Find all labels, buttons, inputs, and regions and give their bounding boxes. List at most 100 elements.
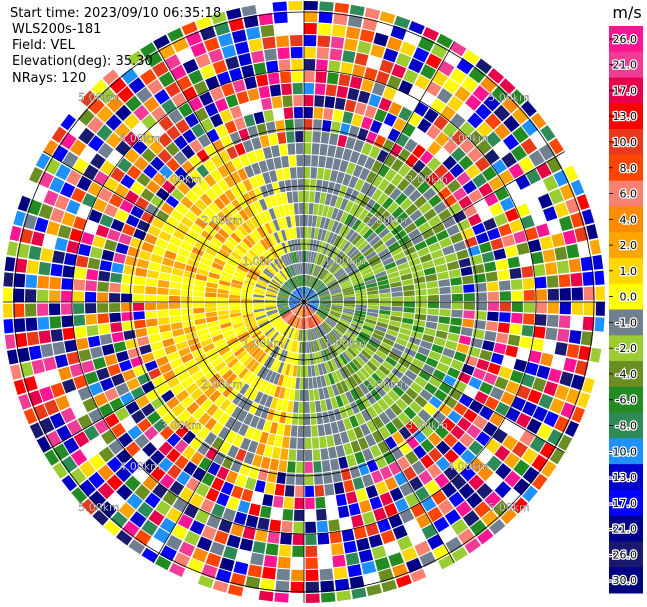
velocity-bin-2106: [265, 305, 277, 309]
velocity-bin-2112: [193, 313, 206, 320]
velocity-bin-296: [348, 231, 359, 243]
velocity-bin-1706: [198, 456, 212, 471]
velocity-bin-1224: [388, 461, 402, 476]
velocity-bin-2610: [166, 125, 181, 141]
velocity-bin-432: [502, 134, 520, 151]
velocity-bin-2837: [241, 5, 257, 17]
velocity-bin-1206: [433, 516, 450, 533]
velocity-bin-1311: [324, 374, 331, 386]
velocity-bin-471: [418, 221, 431, 234]
velocity-bin-2296: [89, 246, 103, 259]
velocity-bin-2416: [108, 193, 124, 208]
velocity-bin-376: [425, 172, 440, 187]
velocity-bin-250: [348, 216, 358, 228]
velocity-bin-2675: [242, 192, 253, 205]
velocity-bin-2730: [224, 120, 237, 134]
velocity-bin-197: [305, 288, 311, 299]
velocity-bin-2604: [211, 183, 224, 197]
velocity-bin-1831: [115, 466, 132, 483]
velocity-bin-580: [353, 282, 365, 289]
velocity-bin-241: [431, 42, 448, 59]
velocity-bin-153: [323, 230, 331, 243]
velocity-bin-878: [442, 347, 456, 359]
velocity-bin-1982: [290, 303, 301, 309]
velocity-bin-955: [453, 380, 468, 393]
velocity-bin-1886: [291, 304, 301, 311]
velocity-bin-1974: [115, 382, 130, 396]
velocity-bin-848: [376, 321, 388, 329]
velocity-bin-727: [355, 302, 367, 305]
velocity-bin-1990: [200, 338, 213, 348]
velocity-bin-2835: [246, 26, 261, 40]
velocity-bin-1796: [242, 356, 254, 367]
velocity-bin-2436: [166, 216, 180, 228]
velocity-bin-2277: [16, 243, 30, 259]
velocity-bin-1012: [541, 461, 557, 478]
velocity-bin-2568: [91, 79, 108, 96]
velocity-bin-1330: [304, 305, 308, 317]
colorbar-segment-4: [609, 129, 643, 156]
velocity-bin-831: [435, 330, 448, 340]
velocity-bin-1434: [304, 425, 312, 437]
velocity-bin-1513: [269, 519, 281, 532]
velocity-bin-1343: [338, 456, 349, 469]
velocity-bin-1941: [205, 347, 218, 358]
velocity-bin-1160: [306, 305, 313, 315]
velocity-bin-533: [362, 271, 374, 279]
velocity-bin-815: [531, 338, 544, 352]
velocity-bin-1398: [333, 566, 348, 580]
velocity-bin-149: [308, 276, 314, 287]
velocity-bin-1832: [106, 474, 123, 491]
velocity-bin-800: [354, 310, 367, 315]
velocity-bin-986: [539, 442, 556, 459]
velocity-bin-1473: [300, 329, 303, 341]
velocity-bin-2582: [189, 169, 203, 184]
velocity-bin-1084: [511, 497, 528, 514]
velocity-bin-1699: [244, 386, 254, 399]
velocity-bin-899: [395, 337, 408, 347]
velocity-bin-1196: [372, 416, 385, 429]
velocity-bin-1520: [301, 305, 304, 317]
velocity-bin-2868: [293, 203, 299, 215]
velocity-bin-2003: [44, 399, 60, 416]
velocity-bin-1538: [257, 517, 270, 531]
velocity-bin-1363: [322, 411, 330, 424]
velocity-bin-1444: [305, 557, 318, 569]
velocity-bin-1530: [276, 423, 285, 436]
velocity-bin-2327: [13, 210, 26, 227]
velocity-bin-297: [355, 221, 366, 234]
velocity-bin-2356: [245, 276, 257, 284]
velocity-bin-1935: [269, 314, 280, 322]
velocity-bin-1625: [259, 393, 269, 406]
velocity-bin-2507: [189, 204, 203, 217]
velocity-bin-292: [320, 270, 329, 281]
velocity-bin-411: [521, 100, 537, 117]
velocity-bin-2328: [289, 296, 301, 301]
velocity-bin-1995: [144, 360, 158, 372]
velocity-bin-1924: [125, 401, 140, 415]
velocity-bin-237: [398, 106, 413, 122]
velocity-bin-2302: [9, 225, 22, 242]
velocity-bin-948: [380, 342, 393, 351]
colorbar-tick-19: -21.0: [609, 523, 637, 536]
velocity-bin-2651: [230, 185, 242, 198]
velocity-bin-2662: [158, 71, 175, 88]
velocity-bin-2148: [61, 315, 74, 328]
velocity-bin-1125: [420, 438, 435, 453]
velocity-bin-2419: [76, 175, 92, 192]
velocity-bin-2022: [107, 363, 121, 377]
velocity-bin-896: [362, 324, 374, 333]
velocity-bin-2820: [283, 204, 290, 216]
ppi-plot: 1.00km1.00km1.00km1.00km2.00km2.00km2.00…: [3, 1, 605, 603]
velocity-bin-1152: [427, 463, 442, 479]
velocity-bin-1294: [354, 451, 366, 465]
velocity-bin-1797: [234, 364, 246, 376]
velocity-bin-2161: [205, 302, 217, 308]
velocity-bin-2299: [54, 237, 68, 252]
velocity-bin-2725: [249, 176, 259, 189]
velocity-bin-2236: [205, 287, 217, 293]
velocity-bin-2103: [7, 349, 19, 365]
velocity-bin-1403: [305, 329, 309, 341]
velocity-bin-1884: [69, 467, 87, 486]
velocity-bin-1848: [181, 395, 194, 409]
